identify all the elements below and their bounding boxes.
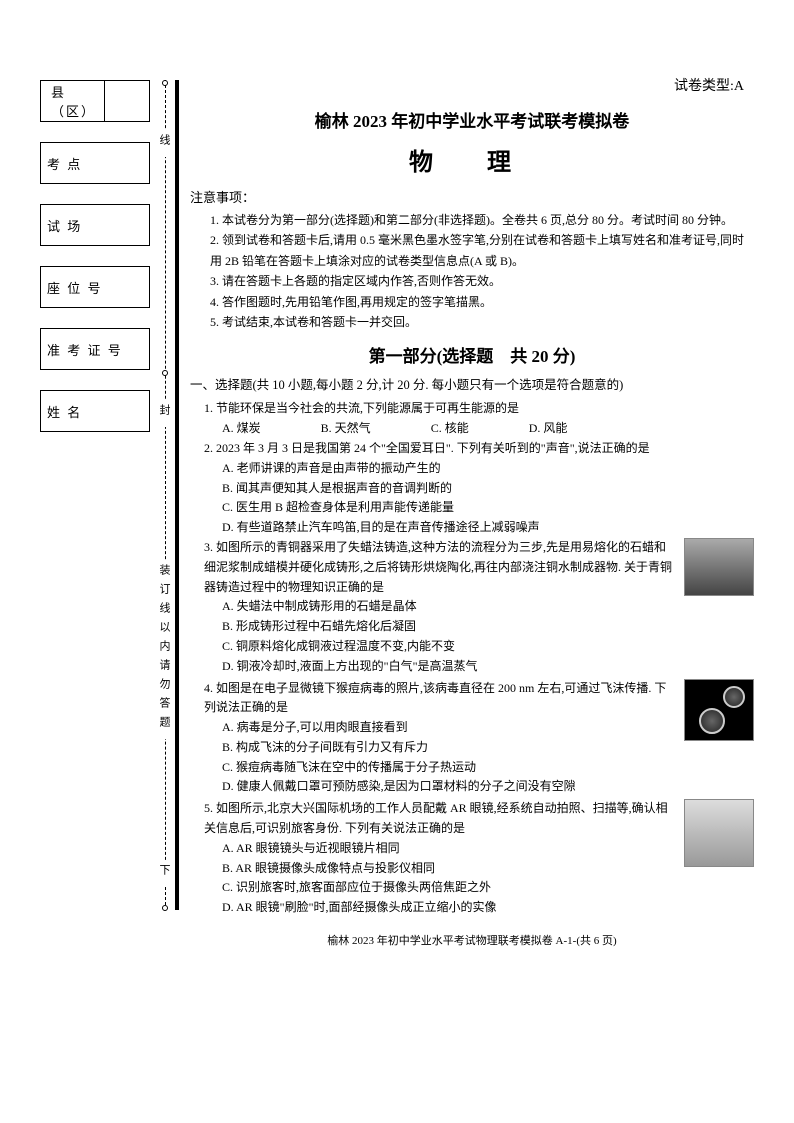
q5-opt-d: D. AR 眼镜"刷脸"时,面部经摄像头成正立缩小的实像 bbox=[204, 898, 674, 918]
q3-opt-c: C. 铜原料熔化成铜液过程温度不变,内能不变 bbox=[204, 637, 674, 657]
question-3-wrap: 3. 如图所示的青铜器采用了失蜡法铸造,这种方法的流程分为三步,先是用易熔化的石… bbox=[190, 538, 754, 677]
page-footer: 榆林 2023 年初中学业水平考试物理联考模拟卷 A-1-(共 6 页) bbox=[190, 932, 754, 948]
vertical-label-cut: 下 bbox=[156, 860, 172, 887]
name-label: 姓 名 bbox=[47, 402, 82, 421]
notice-item: 2. 领到试卷和答题卡后,请用 0.5 毫米黑色墨水签字笔,分别在试卷和答题卡上… bbox=[210, 230, 754, 271]
q5-opt-c: C. 识别旅客时,旅客面部应位于摄像头两倍焦距之外 bbox=[204, 878, 674, 898]
circle-marker bbox=[162, 370, 168, 376]
q3-opt-b: B. 形成铸形过程中石蜡先熔化后凝固 bbox=[204, 617, 674, 637]
q4-opt-b: B. 构成飞沫的分子间既有引力又有斥力 bbox=[204, 738, 674, 758]
county-box: 县（区） bbox=[40, 80, 150, 122]
question-1: 1. 节能环保是当今社会的共流,下列能源属于可再生能源的是 A. 煤炭 B. 天… bbox=[190, 399, 754, 439]
notice-item: 1. 本试卷分为第一部分(选择题)和第二部分(非选择题)。全卷共 6 页,总分 … bbox=[210, 210, 754, 230]
section-title: 第一部分(选择题 共 20 分) bbox=[190, 342, 754, 367]
q2-stem: 2. 2023 年 3 月 3 日是我国第 24 个"全国爱耳日". 下列有关听… bbox=[204, 439, 754, 459]
room-label: 试 场 bbox=[47, 216, 82, 235]
circle-marker bbox=[162, 80, 168, 86]
q1-opt-d: D. 风能 bbox=[529, 419, 568, 439]
q4-opt-c: C. 猴痘病毒随飞沫在空中的传播属于分子热运动 bbox=[204, 758, 674, 778]
notice-heading: 注意事项： bbox=[190, 187, 754, 206]
q3-opt-d: D. 铜液冷却时,液面上方出现的"白气"是高温蒸气 bbox=[204, 657, 674, 677]
q4-stem: 4. 如图是在电子显微镜下猴痘病毒的照片,该病毒直径在 200 nm 左右,可通… bbox=[204, 679, 674, 719]
q5-opt-a: A. AR 眼镜镜头与近视眼镜片相同 bbox=[204, 839, 674, 859]
dashed-line bbox=[165, 80, 166, 910]
q5-stem: 5. 如图所示,北京大兴国际机场的工作人员配戴 AR 眼镜,经系统自动拍照、扫描… bbox=[204, 799, 674, 839]
vertical-instruction: 装订线以内请勿答题 bbox=[156, 560, 172, 739]
q2-opt-c: C. 医生用 B 超检查身体是利用声能传递能量 bbox=[204, 498, 754, 518]
seat-box: 座 位 号 bbox=[40, 266, 150, 308]
notice-item: 4. 答作图题时,先用铅笔作图,再用规定的签字笔描黑。 bbox=[210, 292, 754, 312]
room-box: 试 场 bbox=[40, 204, 150, 246]
q2-opt-d: D. 有些道路禁止汽车鸣笛,目的是在声音传播途径上减弱噪声 bbox=[204, 518, 754, 538]
question-5-wrap: 5. 如图所示,北京大兴国际机场的工作人员配戴 AR 眼镜,经系统自动拍照、扫描… bbox=[190, 799, 754, 918]
vertical-label-seal: 封 bbox=[156, 400, 172, 427]
question-4-wrap: 4. 如图是在电子显微镜下猴痘病毒的照片,该病毒直径在 200 nm 左右,可通… bbox=[190, 679, 754, 798]
name-box: 姓 名 bbox=[40, 390, 150, 432]
site-box: 考 点 bbox=[40, 142, 150, 184]
q1-opt-b: B. 天然气 bbox=[321, 419, 371, 439]
question-2: 2. 2023 年 3 月 3 日是我国第 24 个"全国爱耳日". 下列有关听… bbox=[190, 439, 754, 538]
question-3: 3. 如图所示的青铜器采用了失蜡法铸造,这种方法的流程分为三步,先是用易熔化的石… bbox=[190, 538, 754, 677]
binding-column: 县（区） 考 点 试 场 座 位 号 准 考 证 号 姓 名 bbox=[40, 80, 150, 900]
ticket-box: 准 考 证 号 bbox=[40, 328, 150, 370]
exam-title: 榆林 2023 年初中学业水平考试联考模拟卷 bbox=[190, 107, 754, 132]
solid-bar bbox=[175, 80, 179, 910]
section-intro: 一、选择题(共 10 小题,每小题 2 分,计 20 分. 每小题只有一个选项是… bbox=[190, 375, 754, 395]
q2-opt-b: B. 闻其声便知其人是根据声音的音调判断的 bbox=[204, 479, 754, 499]
notice-list: 1. 本试卷分为第一部分(选择题)和第二部分(非选择题)。全卷共 6 页,总分 … bbox=[190, 210, 754, 332]
q1-opt-a: A. 煤炭 bbox=[222, 419, 261, 439]
notice-item: 3. 请在答题卡上各题的指定区域内作答,否则作答无效。 bbox=[210, 271, 754, 291]
q4-opt-d: D. 健康人佩戴口罩可预防感染,是因为口罩材料的分子之间没有空隙 bbox=[204, 777, 674, 797]
q5-opt-b: B. AR 眼镜摄像头成像特点与投影仪相同 bbox=[204, 859, 674, 879]
notice-item: 5. 考试结束,本试卷和答题卡一并交回。 bbox=[210, 312, 754, 332]
vertical-label-line: 线 bbox=[156, 130, 172, 157]
subject-title: 物 理 bbox=[190, 142, 754, 177]
question-5: 5. 如图所示,北京大兴国际机场的工作人员配戴 AR 眼镜,经系统自动拍照、扫描… bbox=[190, 799, 754, 918]
q1-options: A. 煤炭 B. 天然气 C. 核能 D. 风能 bbox=[204, 419, 754, 439]
page-container: 县（区） 考 点 试 场 座 位 号 准 考 证 号 姓 名 线 封 装订线以内… bbox=[0, 0, 794, 1123]
content-area: 试卷类型:A 榆林 2023 年初中学业水平考试联考模拟卷 物 理 注意事项： … bbox=[190, 75, 754, 948]
circle-marker bbox=[162, 905, 168, 911]
q3-stem: 3. 如图所示的青铜器采用了失蜡法铸造,这种方法的流程分为三步,先是用易熔化的石… bbox=[204, 538, 674, 597]
county-label: 县（区） bbox=[47, 81, 105, 121]
q1-stem: 1. 节能环保是当今社会的共流,下列能源属于可再生能源的是 bbox=[204, 399, 754, 419]
q3-opt-a: A. 失蜡法中制成铸形用的石蜡是晶体 bbox=[204, 597, 674, 617]
exam-type: 试卷类型:A bbox=[190, 75, 754, 95]
q1-opt-c: C. 核能 bbox=[431, 419, 469, 439]
site-label: 考 点 bbox=[47, 154, 82, 173]
seat-label: 座 位 号 bbox=[47, 278, 103, 297]
q2-opt-a: A. 老师讲课的声音是由声带的振动产生的 bbox=[204, 459, 754, 479]
question-4: 4. 如图是在电子显微镜下猴痘病毒的照片,该病毒直径在 200 nm 左右,可通… bbox=[190, 679, 754, 798]
ticket-label: 准 考 证 号 bbox=[47, 340, 123, 359]
q4-opt-a: A. 病毒是分子,可以用肉眼直接看到 bbox=[204, 718, 674, 738]
